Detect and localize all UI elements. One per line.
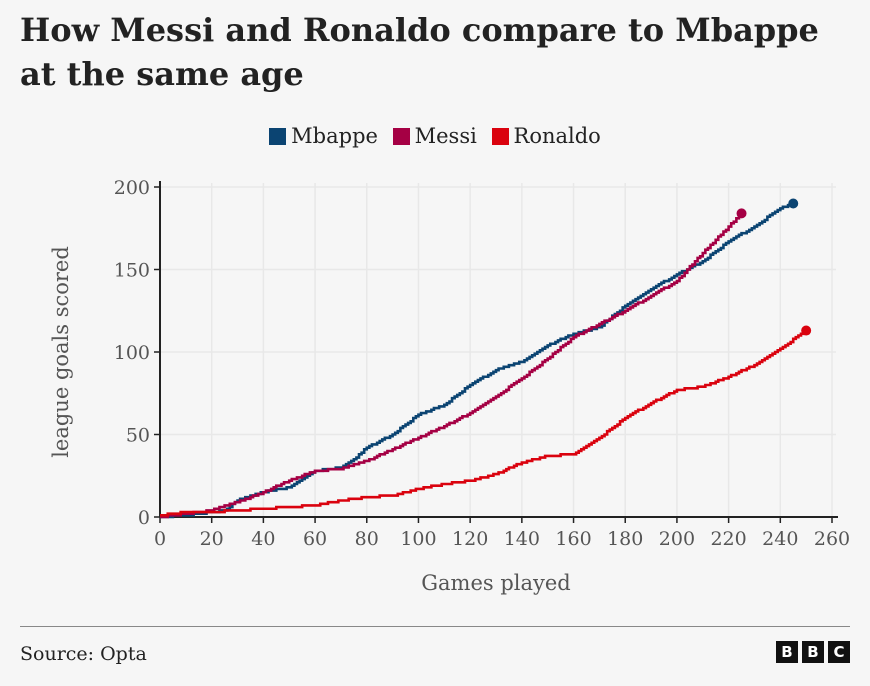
x-tick-label: 80 — [355, 528, 379, 550]
footer: Source: Opta B B C — [20, 626, 850, 665]
logo-letter: B — [776, 641, 798, 663]
bbc-logo: B B C — [776, 641, 850, 663]
series-end-point-messi — [736, 208, 747, 219]
x-tick-label: 0 — [154, 528, 166, 550]
series-line-messi — [160, 213, 743, 519]
y-tick-label: 0 — [138, 507, 150, 529]
legend-label: Messi — [414, 124, 477, 148]
x-tick-label: 100 — [400, 528, 436, 550]
x-tick-label: 60 — [303, 528, 327, 550]
x-tick-label: 200 — [659, 528, 695, 550]
legend-swatch — [392, 127, 410, 145]
y-tick-label: 150 — [114, 260, 150, 282]
legend-label: Ronaldo — [513, 124, 601, 148]
legend-item-mbappe: Mbappe — [269, 124, 378, 148]
y-tick-label: 50 — [126, 425, 150, 447]
x-axis-label: Games played — [421, 571, 571, 595]
line-chart: 0 20 40 60 80 100 120 140 160 180 200 220 240 260 0 50 1… — [49, 177, 850, 595]
x-tick-label: 160 — [555, 528, 591, 550]
source-text: Source: Opta — [20, 643, 147, 665]
legend-item-ronaldo: Ronaldo — [491, 124, 601, 148]
legend-swatch — [491, 127, 509, 145]
y-tick-label: 100 — [114, 342, 150, 364]
y-axis-label: league goals scored — [49, 246, 73, 458]
x-tick-label: 180 — [607, 528, 643, 550]
x-tick-label: 140 — [504, 528, 540, 550]
series-end-point-mbappe — [788, 198, 799, 209]
x-tick-label: 120 — [452, 528, 488, 550]
x-tick-label: 20 — [200, 528, 224, 550]
y-tick-label: 200 — [114, 177, 150, 199]
series-line-mbappe — [160, 203, 795, 519]
chart-title: How Messi and Ronaldo compare to Mbappe … — [20, 11, 819, 93]
series-line-ronaldo — [160, 330, 808, 517]
x-tick-label: 260 — [814, 528, 850, 550]
legend-swatch — [269, 127, 287, 145]
logo-letter: C — [828, 641, 850, 663]
legend: Mbappe Messi Ronaldo — [0, 124, 870, 150]
logo-letter: B — [802, 641, 824, 663]
x-tick-label: 40 — [251, 528, 275, 550]
legend-item-messi: Messi — [392, 124, 477, 148]
legend-label: Mbappe — [291, 124, 378, 148]
x-tick-label: 220 — [710, 528, 746, 550]
series-end-point-ronaldo — [801, 325, 812, 336]
x-tick-label: 240 — [762, 528, 798, 550]
